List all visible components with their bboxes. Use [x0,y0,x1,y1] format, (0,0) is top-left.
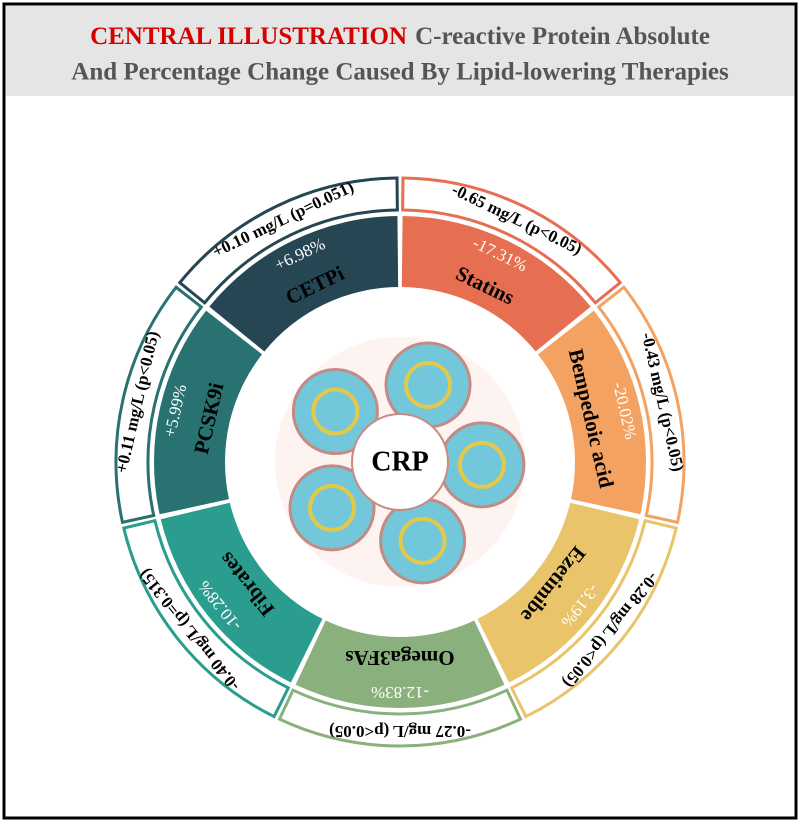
protein-blobs [288,341,526,585]
segment [160,502,323,683]
protein-subunit [438,421,526,509]
outer-box [277,688,523,748]
protein-subunit [288,464,376,552]
header-title-1: CENTRAL ILLUSTRATION C-reactive Protein A… [90,23,710,50]
segment [477,502,640,683]
protein-sheet [311,387,360,436]
header-title-2: And Percentage Change Caused By Lipid-lo… [71,59,729,86]
protein-subunit [379,497,467,585]
outer-box [401,176,623,305]
segment-labels: -0.27 mg/L (p<0.05) -12.83% Omega3FAs [329,646,471,741]
segment [537,310,646,515]
absolute-change: -0.27 mg/L (p<0.05) [329,722,471,741]
protein-core [351,413,449,511]
outer-box [121,518,291,719]
segment [209,216,399,352]
protein-sheet [404,360,453,409]
outer-box [509,518,679,719]
header-label: CENTRAL ILLUSTRATION [90,23,407,50]
protein-sheet [457,440,506,489]
header-line1: C-reactive Protein Absolute [415,23,710,50]
header-bg [6,6,794,96]
segment [401,216,591,352]
segment [295,620,505,708]
outer-box [114,285,204,525]
protein-sheet [308,483,357,532]
protein-sheet [398,516,447,565]
center-label: CRP [371,446,429,477]
therapy-name: Omega3FAs [345,646,454,670]
protein: CRP [275,337,526,587]
outer-box [177,176,399,305]
outer-box [596,285,686,525]
percent-change: -12.83% [371,683,429,702]
segment [153,310,263,515]
protein-subunit [291,368,379,456]
